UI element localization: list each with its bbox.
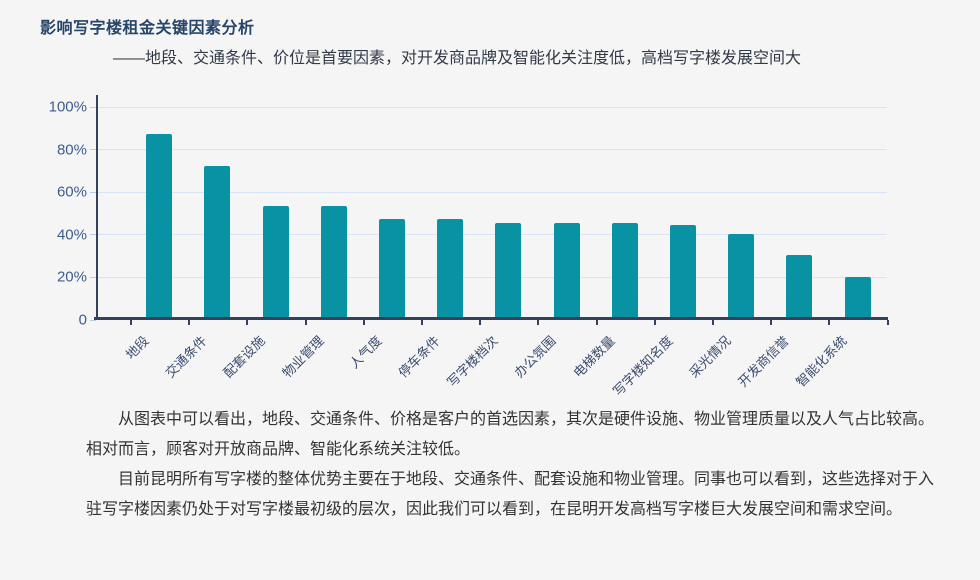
bar-开发商信誉 bbox=[786, 255, 813, 317]
x-axis-tick bbox=[712, 320, 714, 325]
y-tick-label: 40% bbox=[56, 226, 87, 244]
bar-采光情况 bbox=[728, 233, 755, 317]
bar-交通条件 bbox=[204, 165, 231, 317]
bar-物业管理 bbox=[320, 206, 347, 317]
bar-写字楼知名度 bbox=[669, 225, 696, 317]
gridline-20 bbox=[98, 276, 887, 278]
x-axis-tick bbox=[595, 320, 598, 325]
plot-area: 0 20% 40% 60% 80% 100% 地段 交通条件 配套设施 物业管理 人气度 停车条件 写字… bbox=[49, 95, 889, 399]
bar-配套设施 bbox=[262, 206, 289, 317]
y-axis-tick bbox=[90, 319, 96, 321]
x-tick-label: 写字楼知名度 bbox=[609, 333, 676, 399]
gridline-40 bbox=[98, 234, 887, 236]
x-axis-tick bbox=[188, 320, 191, 325]
x-tick-label: 采光情况 bbox=[686, 333, 734, 381]
gridline-100 bbox=[98, 106, 887, 108]
bar-电梯数量 bbox=[611, 223, 638, 317]
x-tick-label: 智能化系统 bbox=[793, 333, 851, 390]
x-tick-label: 电梯数量 bbox=[570, 333, 618, 381]
analysis-text: 从图表中可以看出，地段、交通条件、价格是客户的首选因素，其次是硬件设施、物业管理… bbox=[86, 405, 940, 525]
x-axis-tick bbox=[421, 320, 423, 325]
bar-停车条件 bbox=[437, 219, 464, 317]
x-tick-label: 办公氛围 bbox=[511, 333, 560, 381]
x-axis-tick bbox=[886, 320, 889, 325]
y-tick-label: 60% bbox=[56, 183, 87, 201]
x-tick-label: 物业管理 bbox=[279, 333, 327, 381]
x-tick-label: 写字楼档次 bbox=[444, 333, 502, 390]
y-axis-tick bbox=[90, 234, 96, 236]
x-axis-tick bbox=[653, 320, 656, 325]
x-axis-tick bbox=[828, 320, 831, 325]
x-axis-tick bbox=[246, 320, 249, 325]
y-tick-label: 80% bbox=[56, 141, 87, 159]
x-tick-label: 停车条件 bbox=[395, 333, 443, 381]
x-tick-label: 交通条件 bbox=[162, 333, 211, 381]
x-tick-label: 地段 bbox=[122, 333, 152, 363]
x-tick-label: 配套设施 bbox=[220, 333, 269, 381]
analysis-paragraph-2: 目前昆明所有写字楼的整体优势主要在于地段、交通条件、配套设施和物业管理。同事也可… bbox=[86, 471, 935, 518]
gridline-60 bbox=[98, 191, 887, 193]
bar-智能化系统 bbox=[844, 276, 871, 317]
x-axis-tick bbox=[537, 320, 540, 325]
gridline-80 bbox=[98, 149, 887, 151]
x-axis-line bbox=[94, 317, 888, 320]
chart-title: 影响写字楼租金关键因素分析 bbox=[40, 20, 255, 37]
y-axis-tick bbox=[90, 106, 96, 108]
y-tick-label: 0 bbox=[78, 311, 87, 329]
bar-办公氛围 bbox=[553, 223, 580, 317]
x-axis-tick bbox=[479, 320, 482, 325]
x-axis-tick bbox=[770, 320, 773, 325]
y-tick-label: 100% bbox=[48, 98, 87, 116]
x-axis-tick bbox=[304, 320, 307, 325]
y-axis-tick bbox=[90, 149, 96, 151]
x-tick-label: 开发商信誉 bbox=[735, 333, 793, 390]
y-axis-tick bbox=[90, 191, 96, 193]
y-axis-line bbox=[96, 95, 98, 320]
bar-写字楼档次 bbox=[495, 223, 522, 317]
y-tick-label: 20% bbox=[56, 268, 87, 286]
x-axis-tick bbox=[130, 320, 132, 325]
chart-subtitle: ——地段、交通条件、价位是首要因素，对开发商品牌及智能化关注度低，高档写字楼发展… bbox=[113, 50, 802, 67]
y-axis-tick bbox=[90, 276, 96, 278]
bar-地段 bbox=[146, 133, 173, 317]
bar-人气度 bbox=[378, 219, 405, 317]
analysis-paragraph-1: 从图表中可以看出，地段、交通条件、价格是客户的首选因素，其次是硬件设施、物业管理… bbox=[86, 411, 935, 458]
x-axis-tick bbox=[362, 320, 365, 325]
x-tick-label: 人气度 bbox=[346, 333, 385, 372]
